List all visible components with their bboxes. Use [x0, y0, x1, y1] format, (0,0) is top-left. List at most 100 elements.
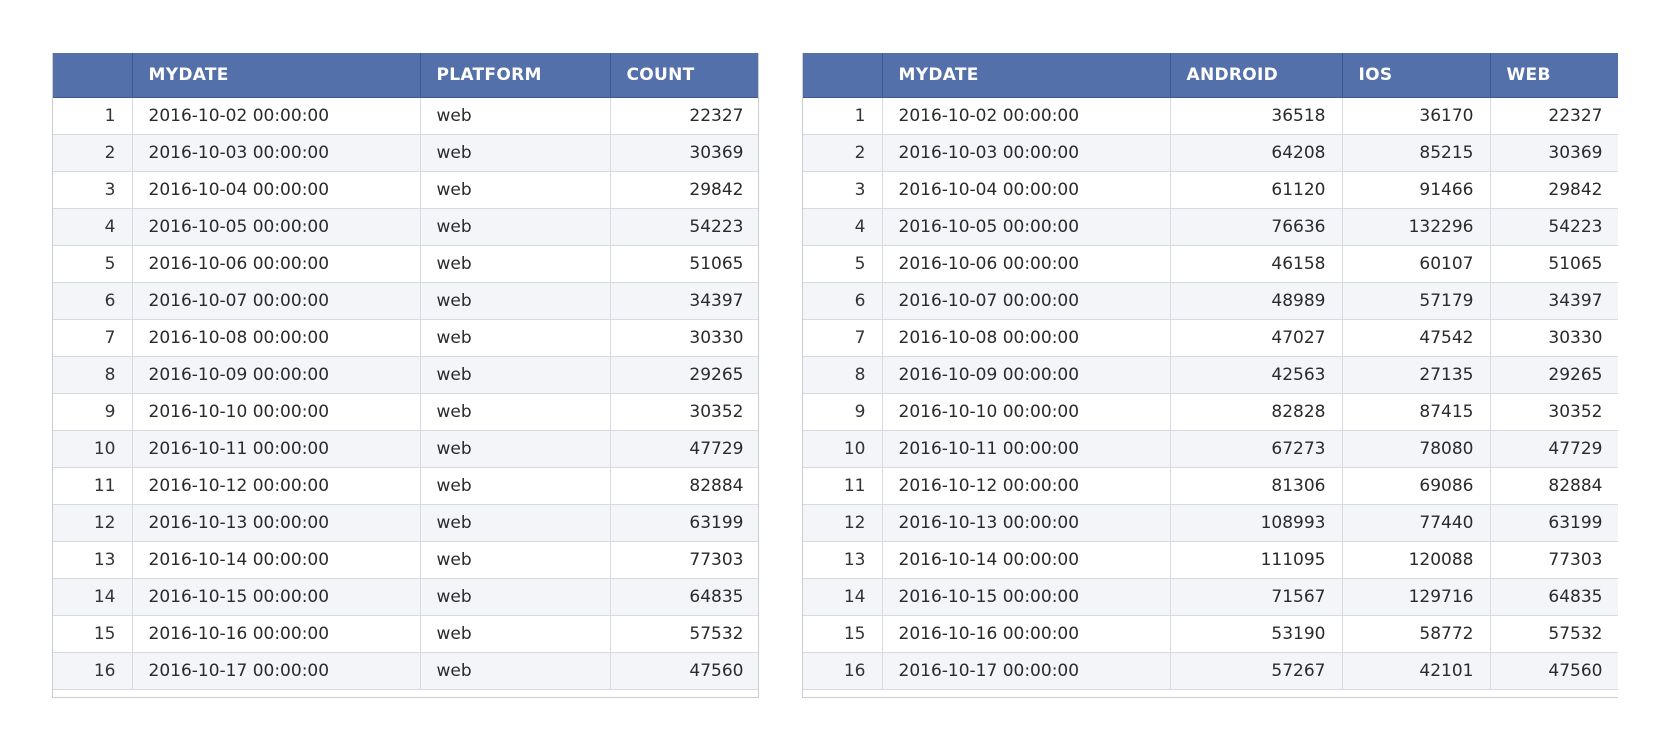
left-header-count[interactable]: COUNT [610, 53, 758, 98]
ios-cell[interactable]: 78080 [1342, 430, 1491, 468]
ios-cell[interactable]: 87415 [1342, 393, 1491, 431]
mydate-cell[interactable]: 2016-10-11 00:00:00 [132, 430, 421, 468]
left-results-grid[interactable]: MYDATE PLATFORM COUNT 1 2016-10-02 00:00:… [52, 53, 759, 698]
ios-cell[interactable]: 47542 [1342, 319, 1491, 357]
platform-cell[interactable]: web [420, 171, 611, 209]
table-row[interactable]: 3 2016-10-04 00:00:00 web 29842 [53, 171, 758, 209]
android-cell[interactable]: 61120 [1170, 171, 1343, 209]
table-row[interactable]: 2 2016-10-03 00:00:00 web 30369 [53, 134, 758, 172]
mydate-cell[interactable]: 2016-10-07 00:00:00 [882, 282, 1171, 320]
count-cell[interactable]: 22327 [610, 97, 758, 135]
android-cell[interactable]: 67273 [1170, 430, 1343, 468]
platform-cell[interactable]: web [420, 245, 611, 283]
count-cell[interactable]: 34397 [610, 282, 758, 320]
mydate-cell[interactable]: 2016-10-04 00:00:00 [882, 171, 1171, 209]
table-row[interactable]: 12 2016-10-13 00:00:00 108993 77440 63199 [803, 504, 1618, 542]
web-cell[interactable]: 57532 [1490, 615, 1618, 653]
right-header-mydate[interactable]: MYDATE [882, 53, 1171, 98]
platform-cell[interactable]: web [420, 393, 611, 431]
table-row[interactable]: 16 2016-10-17 00:00:00 57267 42101 47560 [803, 652, 1618, 690]
android-cell[interactable]: 108993 [1170, 504, 1343, 542]
table-row[interactable]: 5 2016-10-06 00:00:00 46158 60107 51065 [803, 245, 1618, 283]
mydate-cell[interactable]: 2016-10-15 00:00:00 [132, 578, 421, 616]
mydate-cell[interactable]: 2016-10-02 00:00:00 [132, 97, 421, 135]
row-number-cell[interactable]: 10 [53, 430, 133, 468]
count-cell[interactable]: 30352 [610, 393, 758, 431]
row-number-cell[interactable]: 15 [53, 615, 133, 653]
mydate-cell[interactable]: 2016-10-17 00:00:00 [882, 652, 1171, 690]
table-row[interactable]: 10 2016-10-11 00:00:00 67273 78080 47729 [803, 430, 1618, 468]
table-row[interactable]: 9 2016-10-10 00:00:00 web 30352 [53, 393, 758, 431]
left-header-mydate[interactable]: MYDATE [132, 53, 421, 98]
table-row[interactable]: 7 2016-10-08 00:00:00 web 30330 [53, 319, 758, 357]
row-number-cell[interactable]: 15 [803, 615, 883, 653]
web-cell[interactable]: 54223 [1490, 208, 1618, 246]
row-number-cell[interactable]: 7 [803, 319, 883, 357]
table-row[interactable]: 3 2016-10-04 00:00:00 61120 91466 29842 [803, 171, 1618, 209]
mydate-cell[interactable]: 2016-10-03 00:00:00 [132, 134, 421, 172]
row-number-cell[interactable]: 1 [803, 97, 883, 135]
mydate-cell[interactable]: 2016-10-10 00:00:00 [132, 393, 421, 431]
mydate-cell[interactable]: 2016-10-10 00:00:00 [882, 393, 1171, 431]
ios-cell[interactable]: 132296 [1342, 208, 1491, 246]
count-cell[interactable]: 51065 [610, 245, 758, 283]
mydate-cell[interactable]: 2016-10-09 00:00:00 [882, 356, 1171, 394]
table-row[interactable]: 14 2016-10-15 00:00:00 web 64835 [53, 578, 758, 616]
mydate-cell[interactable]: 2016-10-12 00:00:00 [882, 467, 1171, 505]
count-cell[interactable]: 29265 [610, 356, 758, 394]
mydate-cell[interactable]: 2016-10-05 00:00:00 [132, 208, 421, 246]
count-cell[interactable]: 54223 [610, 208, 758, 246]
right-header-android[interactable]: ANDROID [1170, 53, 1343, 98]
table-row[interactable]: 4 2016-10-05 00:00:00 76636 132296 54223 [803, 208, 1618, 246]
row-number-cell[interactable]: 6 [803, 282, 883, 320]
ios-cell[interactable]: 129716 [1342, 578, 1491, 616]
platform-cell[interactable]: web [420, 578, 611, 616]
ios-cell[interactable]: 42101 [1342, 652, 1491, 690]
row-number-cell[interactable]: 5 [803, 245, 883, 283]
android-cell[interactable]: 76636 [1170, 208, 1343, 246]
platform-cell[interactable]: web [420, 430, 611, 468]
web-cell[interactable]: 34397 [1490, 282, 1618, 320]
android-cell[interactable]: 47027 [1170, 319, 1343, 357]
web-cell[interactable]: 30369 [1490, 134, 1618, 172]
row-number-cell[interactable]: 3 [803, 171, 883, 209]
left-header-platform[interactable]: PLATFORM [420, 53, 611, 98]
web-cell[interactable]: 47729 [1490, 430, 1618, 468]
table-row[interactable]: 8 2016-10-09 00:00:00 web 29265 [53, 356, 758, 394]
table-row[interactable]: 16 2016-10-17 00:00:00 web 47560 [53, 652, 758, 690]
count-cell[interactable]: 47560 [610, 652, 758, 690]
table-row[interactable]: 12 2016-10-13 00:00:00 web 63199 [53, 504, 758, 542]
mydate-cell[interactable]: 2016-10-04 00:00:00 [132, 171, 421, 209]
row-number-cell[interactable]: 7 [53, 319, 133, 357]
count-cell[interactable]: 47729 [610, 430, 758, 468]
ios-cell[interactable]: 58772 [1342, 615, 1491, 653]
android-cell[interactable]: 36518 [1170, 97, 1343, 135]
right-header-web[interactable]: WEB [1490, 53, 1618, 98]
mydate-cell[interactable]: 2016-10-05 00:00:00 [882, 208, 1171, 246]
web-cell[interactable]: 30330 [1490, 319, 1618, 357]
count-cell[interactable]: 57532 [610, 615, 758, 653]
row-number-cell[interactable]: 10 [803, 430, 883, 468]
mydate-cell[interactable]: 2016-10-16 00:00:00 [882, 615, 1171, 653]
ios-cell[interactable]: 69086 [1342, 467, 1491, 505]
count-cell[interactable]: 29842 [610, 171, 758, 209]
ios-cell[interactable]: 120088 [1342, 541, 1491, 579]
row-number-cell[interactable]: 2 [803, 134, 883, 172]
ios-cell[interactable]: 77440 [1342, 504, 1491, 542]
right-header-ios[interactable]: IOS [1342, 53, 1491, 98]
platform-cell[interactable]: web [420, 652, 611, 690]
table-row[interactable]: 9 2016-10-10 00:00:00 82828 87415 30352 [803, 393, 1618, 431]
row-number-cell[interactable]: 4 [53, 208, 133, 246]
ios-cell[interactable]: 27135 [1342, 356, 1491, 394]
table-row[interactable]: 10 2016-10-11 00:00:00 web 47729 [53, 430, 758, 468]
mydate-cell[interactable]: 2016-10-17 00:00:00 [132, 652, 421, 690]
table-row[interactable]: 4 2016-10-05 00:00:00 web 54223 [53, 208, 758, 246]
row-number-cell[interactable]: 6 [53, 282, 133, 320]
android-cell[interactable]: 53190 [1170, 615, 1343, 653]
web-cell[interactable]: 29265 [1490, 356, 1618, 394]
row-number-cell[interactable]: 9 [803, 393, 883, 431]
ios-cell[interactable]: 91466 [1342, 171, 1491, 209]
row-number-cell[interactable]: 2 [53, 134, 133, 172]
platform-cell[interactable]: web [420, 615, 611, 653]
mydate-cell[interactable]: 2016-10-08 00:00:00 [132, 319, 421, 357]
